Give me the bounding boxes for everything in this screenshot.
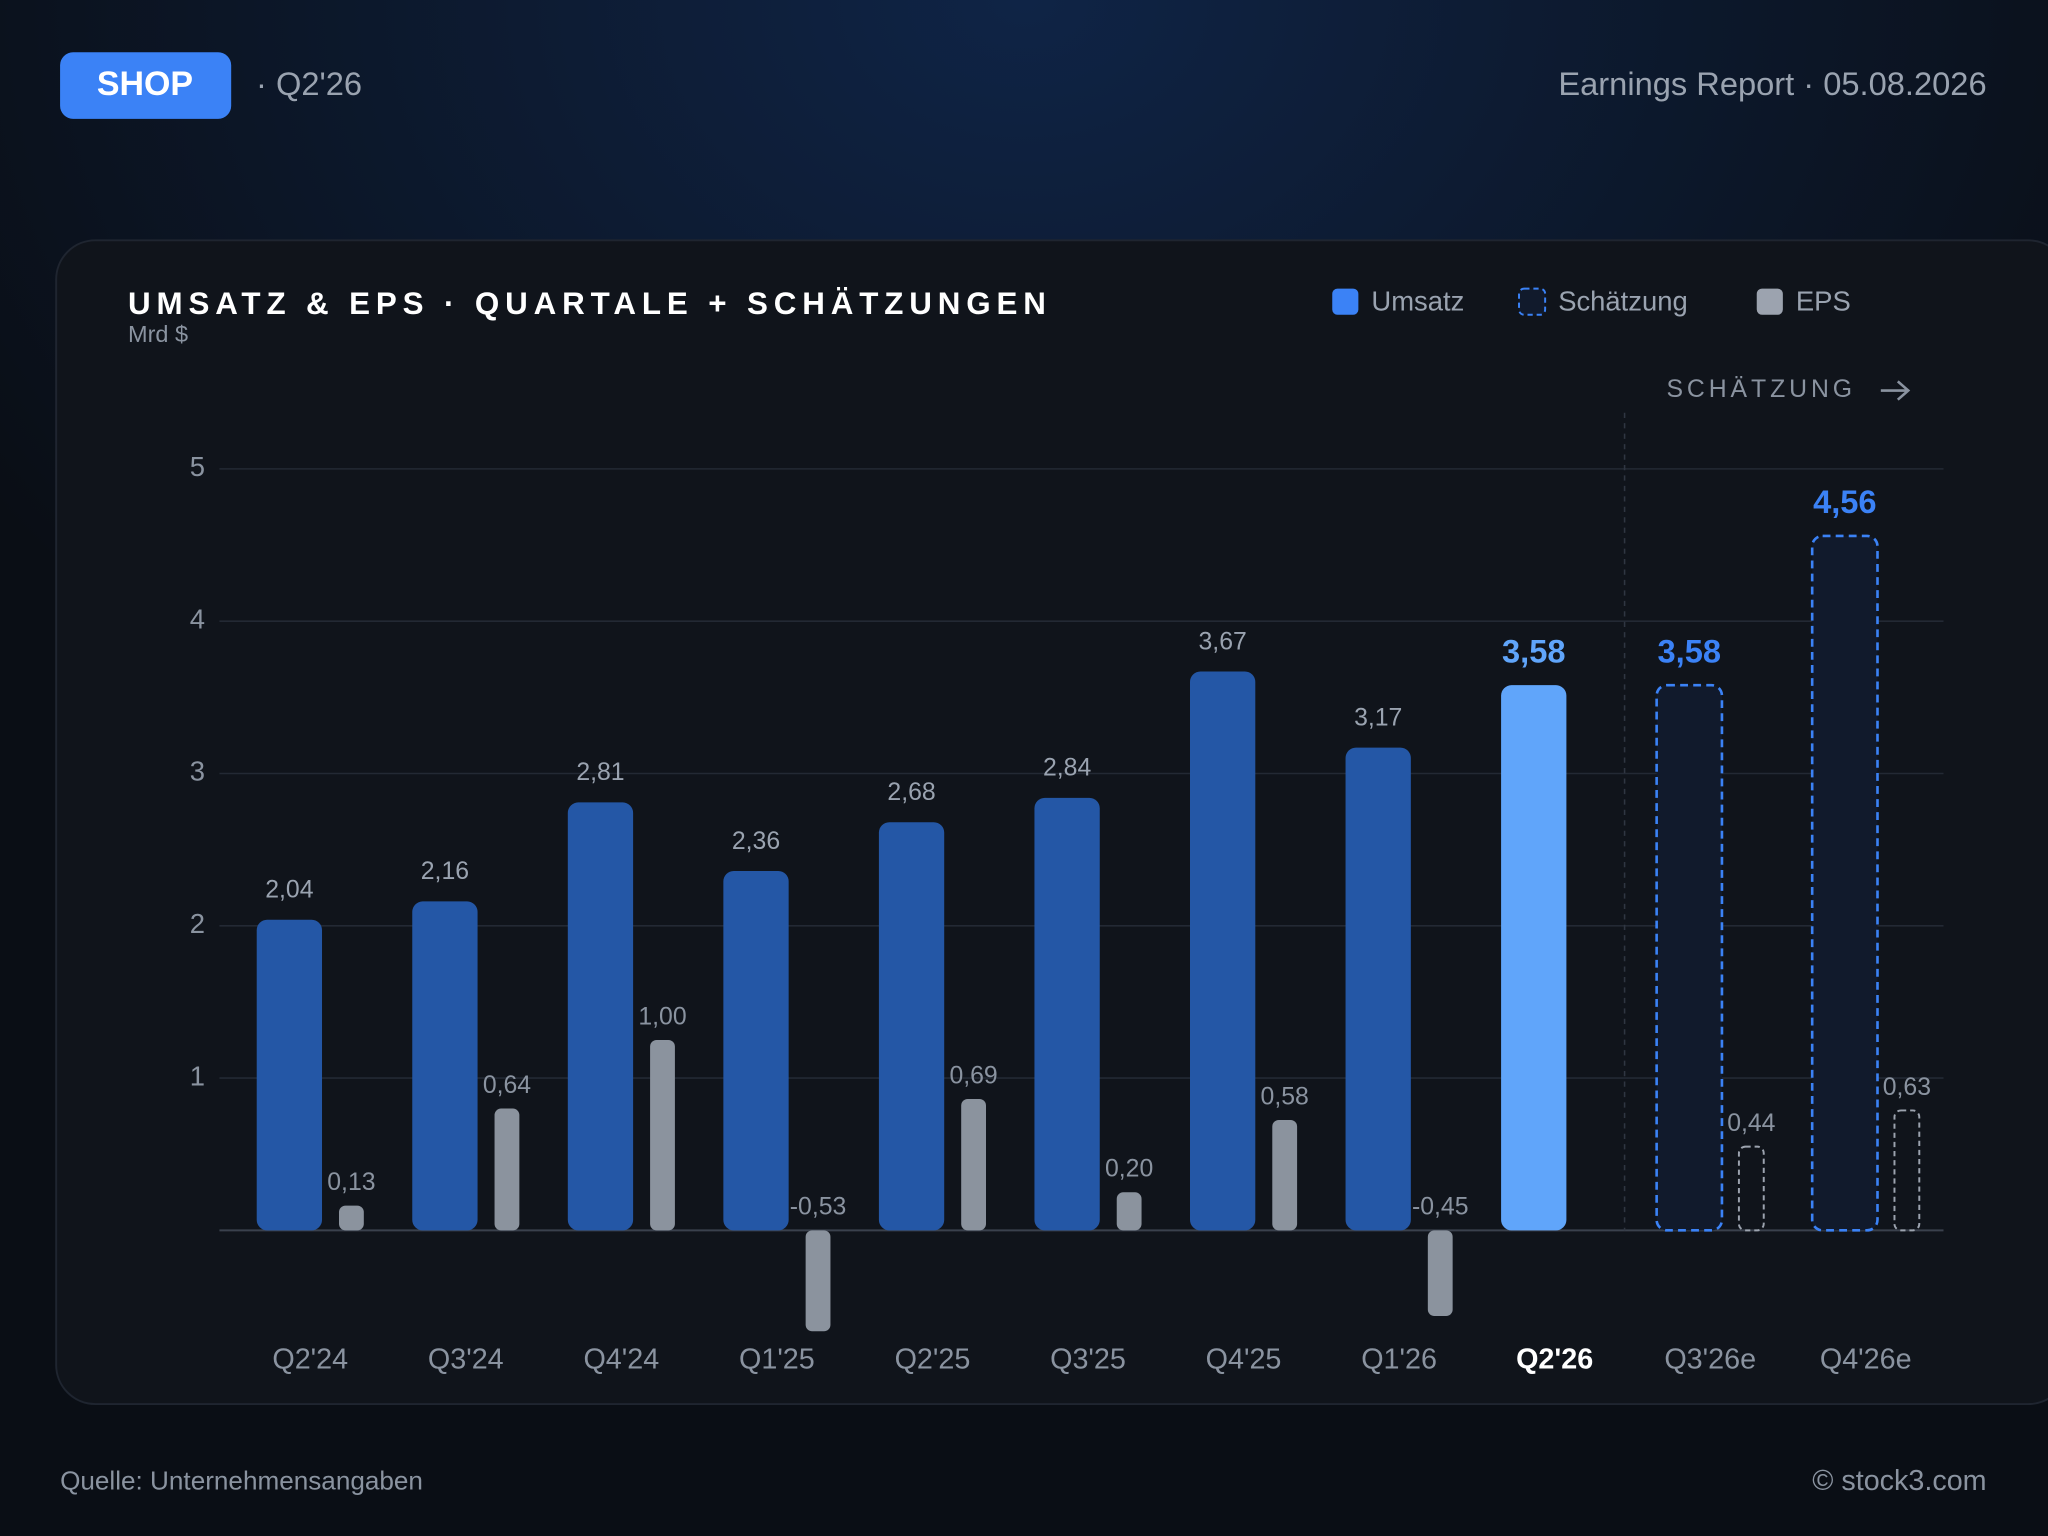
value-label: 2,04 xyxy=(265,877,313,904)
x-tick-label: Q1'26 xyxy=(1361,1344,1437,1376)
revenue-bar xyxy=(723,870,789,1231)
value-label: 2,81 xyxy=(576,759,624,786)
value-label: 3,58 xyxy=(1658,632,1722,669)
value-label: 3,67 xyxy=(1199,628,1247,655)
chart-title: UMSATZ & EPS · QUARTALE + SCHÄTZUNGEN xyxy=(128,286,1052,321)
eps-label: 0,64 xyxy=(483,1072,531,1099)
y-tick-label: 5 xyxy=(190,451,205,482)
legend-swatch xyxy=(1332,288,1359,315)
eps-bar xyxy=(1116,1192,1142,1231)
eps-label: 0,20 xyxy=(1105,1156,1153,1183)
x-tick-label: Q3'25 xyxy=(1050,1344,1126,1376)
y-tick-label: 4 xyxy=(190,603,205,634)
eps-label: 0,44 xyxy=(1727,1110,1775,1137)
eps-label: 0,69 xyxy=(949,1062,997,1089)
eps-bar xyxy=(494,1108,520,1231)
legend-label: Umsatz xyxy=(1371,285,1464,316)
revenue-bar xyxy=(1189,671,1256,1231)
x-tick-label: Q4'24 xyxy=(583,1344,659,1376)
y-tick-label: 2 xyxy=(190,908,205,939)
legend-swatch xyxy=(1518,287,1547,316)
x-tick-label: Q4'26e xyxy=(1820,1344,1912,1376)
value-label: 4,56 xyxy=(1813,483,1877,520)
x-tick-label: Q3'26e xyxy=(1664,1344,1756,1376)
x-tick-label: Q1'25 xyxy=(739,1344,815,1376)
revenue-bar xyxy=(412,901,478,1231)
eps-bar xyxy=(961,1099,987,1231)
eps-bar xyxy=(1893,1109,1921,1232)
legend-swatch xyxy=(1756,288,1783,315)
legend-label: EPS xyxy=(1796,285,1851,316)
revenue-bar xyxy=(1501,685,1567,1231)
eps-label: 0,63 xyxy=(1883,1074,1931,1101)
report-date: Earnings Report · 05.08.2026 xyxy=(1558,65,1986,102)
estimate-annotation: SCHÄTZUNG xyxy=(1666,376,1856,403)
x-tick-label: Q4'25 xyxy=(1206,1344,1282,1376)
value-label: 2,36 xyxy=(732,828,780,855)
estimate-bar xyxy=(1810,534,1879,1232)
revenue-bar xyxy=(1345,747,1411,1231)
value-label: 2,84 xyxy=(1043,755,1091,782)
eps-bar xyxy=(1272,1119,1298,1231)
copyright: © stock3.com xyxy=(1812,1465,1986,1497)
eps-label: 1,00 xyxy=(638,1003,686,1030)
period: · Q2'26 xyxy=(256,65,362,102)
ticker: SHOP xyxy=(97,65,193,103)
x-tick-label: Q2'25 xyxy=(895,1344,971,1376)
value-label: 3,17 xyxy=(1354,704,1402,731)
plot: 1 2 3 4 5 Umsatz Schätzung EPS 2,04 0,13 Q2'24 2,16… xyxy=(190,285,1944,1376)
arrow-icon xyxy=(1880,380,1911,401)
value-label: 2,16 xyxy=(421,858,469,885)
chart-subtitle: Mrd $ xyxy=(128,321,188,347)
revenue-bar xyxy=(567,802,634,1231)
eps-label: 0,58 xyxy=(1261,1083,1309,1110)
source: Quelle: Unternehmensangaben xyxy=(60,1465,423,1495)
x-tick-label: Q3'24 xyxy=(428,1344,504,1376)
x-tick-label: Q2'24 xyxy=(272,1344,348,1376)
revenue-bar xyxy=(1034,797,1100,1231)
revenue-bar xyxy=(878,822,945,1231)
eps-label: -0,53 xyxy=(790,1194,847,1221)
legend-label: Schätzung xyxy=(1558,285,1688,316)
value-label: 2,68 xyxy=(887,779,935,806)
eps-bar xyxy=(805,1230,831,1332)
eps-label: 0,13 xyxy=(327,1169,375,1196)
eps-label: -0,45 xyxy=(1412,1194,1469,1221)
eps-bar xyxy=(338,1205,364,1231)
eps-bar xyxy=(1737,1145,1765,1232)
ticker-badge xyxy=(60,52,232,119)
eps-bar xyxy=(650,1040,675,1231)
eps-bar xyxy=(1427,1230,1453,1317)
y-tick-label: 1 xyxy=(190,1060,205,1091)
x-tick-label: Q2'26 xyxy=(1516,1344,1593,1376)
revenue-bar xyxy=(256,919,323,1231)
estimate-bar xyxy=(1655,683,1724,1232)
y-tick-label: 3 xyxy=(190,756,205,787)
value-label: 3,58 xyxy=(1502,632,1566,669)
